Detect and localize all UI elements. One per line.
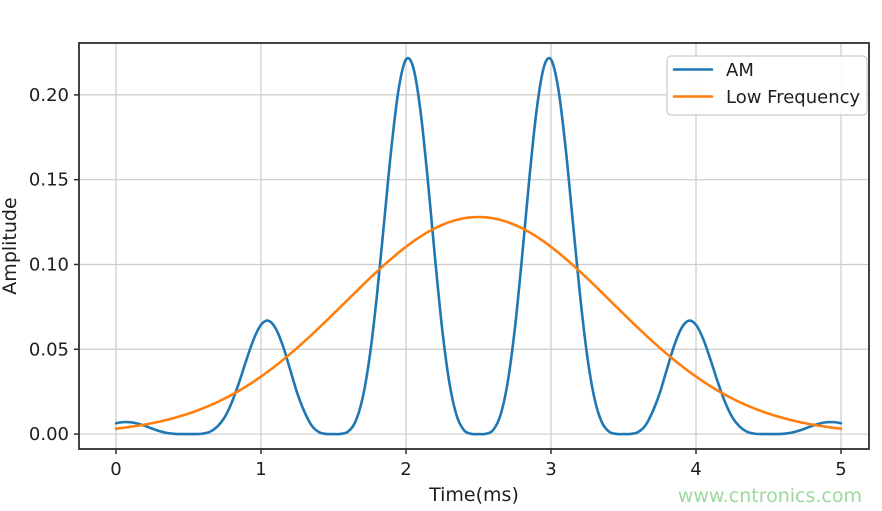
legend-box: [666, 55, 868, 116]
x-tick-label: 2: [400, 459, 411, 480]
y-tick-label: 0.20: [29, 85, 69, 106]
x-tick-label: 0: [110, 459, 121, 480]
x-axis-label: Time(ms): [428, 484, 519, 506]
y-tick-label: 0.10: [29, 254, 69, 275]
legend-label-low-frequency: Low Frequency: [726, 87, 861, 108]
y-axis-label: Amplitude: [0, 197, 21, 294]
y-tick-label: 0.15: [29, 170, 69, 191]
am-curve: [114, 56, 843, 436]
legend-label-am: AM: [726, 60, 754, 81]
y-tick-label: 0.00: [29, 424, 69, 445]
x-tick-label: 5: [835, 459, 846, 480]
x-tick-label: 1: [255, 459, 266, 480]
y-tick-label: 0.05: [29, 339, 69, 360]
x-tick-label: 4: [690, 459, 701, 480]
legend: AM Low Frequency: [666, 55, 868, 116]
x-tick-label: 3: [545, 459, 556, 480]
watermark: www.cntronics.com: [678, 485, 862, 507]
low-frequency-curve: [114, 215, 843, 430]
plot-border: [78, 42, 870, 450]
